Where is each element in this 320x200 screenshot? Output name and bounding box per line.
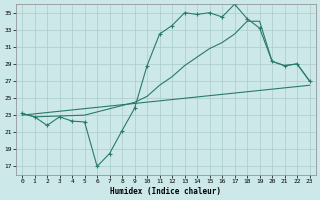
X-axis label: Humidex (Indice chaleur): Humidex (Indice chaleur) bbox=[110, 187, 221, 196]
